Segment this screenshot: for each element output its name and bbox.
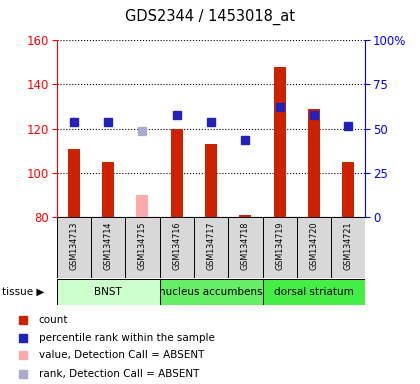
Bar bbox=[171, 129, 183, 217]
Text: tissue ▶: tissue ▶ bbox=[2, 287, 45, 297]
Text: GSM134719: GSM134719 bbox=[275, 221, 284, 270]
Bar bbox=[205, 144, 217, 217]
Bar bbox=[57, 217, 91, 278]
Bar bbox=[297, 217, 331, 278]
Bar bbox=[342, 162, 354, 217]
Text: GSM134714: GSM134714 bbox=[104, 221, 113, 270]
Bar bbox=[274, 67, 286, 217]
Bar bbox=[239, 215, 251, 217]
Text: GSM134720: GSM134720 bbox=[310, 221, 318, 270]
Bar bbox=[262, 217, 297, 278]
Bar bbox=[91, 217, 125, 278]
Text: percentile rank within the sample: percentile rank within the sample bbox=[39, 333, 215, 343]
Text: BNST: BNST bbox=[94, 287, 122, 297]
Bar bbox=[160, 279, 262, 305]
Bar bbox=[262, 279, 365, 305]
Bar bbox=[136, 195, 148, 217]
Text: GSM134717: GSM134717 bbox=[207, 221, 215, 270]
Text: GSM134721: GSM134721 bbox=[344, 221, 353, 270]
Bar bbox=[57, 279, 160, 305]
Bar bbox=[331, 217, 365, 278]
Text: count: count bbox=[39, 315, 68, 325]
Text: GSM134716: GSM134716 bbox=[172, 221, 181, 270]
Bar bbox=[228, 217, 262, 278]
Text: GSM134718: GSM134718 bbox=[241, 221, 250, 270]
Text: GDS2344 / 1453018_at: GDS2344 / 1453018_at bbox=[125, 9, 295, 25]
Bar bbox=[194, 217, 228, 278]
Bar bbox=[160, 217, 194, 278]
Text: GSM134713: GSM134713 bbox=[69, 221, 79, 270]
Bar bbox=[125, 217, 160, 278]
Text: GSM134715: GSM134715 bbox=[138, 221, 147, 270]
Text: nucleus accumbens: nucleus accumbens bbox=[159, 287, 263, 297]
Text: value, Detection Call = ABSENT: value, Detection Call = ABSENT bbox=[39, 350, 204, 360]
Bar bbox=[68, 149, 80, 217]
Text: rank, Detection Call = ABSENT: rank, Detection Call = ABSENT bbox=[39, 369, 199, 379]
Bar bbox=[102, 162, 114, 217]
Bar bbox=[308, 109, 320, 217]
Text: dorsal striatum: dorsal striatum bbox=[274, 287, 354, 297]
